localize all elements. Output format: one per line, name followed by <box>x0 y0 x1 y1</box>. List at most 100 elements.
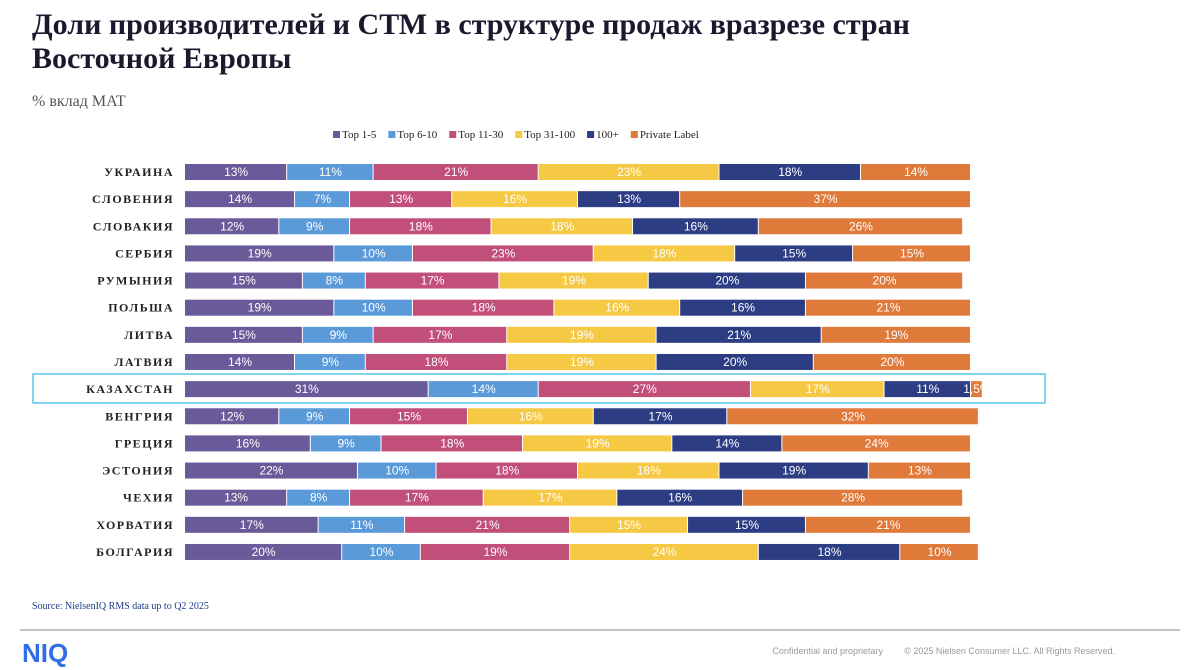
data-label: 11% <box>916 382 939 396</box>
data-label: 17% <box>240 518 264 532</box>
bar-segment <box>185 326 302 343</box>
data-label: 16% <box>503 192 527 206</box>
data-label: 19% <box>562 274 586 288</box>
data-label: 18% <box>472 301 496 315</box>
legend-swatch <box>333 131 340 138</box>
bar-segment <box>853 245 970 262</box>
chart: УКРАИНА 13% 11% 21% 23% 18% 14% СЛОВЕНИЯ 14% 7% 13… <box>86 129 991 560</box>
bar-segment <box>491 218 633 235</box>
data-label: 21% <box>727 328 751 342</box>
data-label: 19% <box>570 328 594 342</box>
bar-segment <box>727 408 978 425</box>
data-label: 20% <box>880 355 904 369</box>
bar-segment <box>185 489 287 506</box>
data-label: 17% <box>649 409 673 423</box>
bar-segment <box>365 272 499 289</box>
data-label: 37% <box>814 192 838 206</box>
bar-segment <box>452 191 577 208</box>
data-label: 10% <box>362 301 386 315</box>
data-label: 9% <box>306 409 324 423</box>
bar-segment <box>412 299 554 316</box>
data-label: 19% <box>586 436 610 450</box>
bar-segment <box>279 408 350 425</box>
data-label: 10% <box>369 545 393 559</box>
data-label: 19% <box>782 464 806 478</box>
data-label: 13% <box>224 491 248 505</box>
bar-segment <box>617 489 743 506</box>
bar-segment <box>185 381 428 398</box>
data-label: 9% <box>330 328 348 342</box>
data-label: 31% <box>295 382 319 396</box>
category-label: ЛАТВИЯ <box>114 355 174 369</box>
data-label: 8% <box>326 274 344 288</box>
data-label: 28% <box>841 491 865 505</box>
bar-segment <box>648 272 805 289</box>
bar-segment <box>185 245 334 262</box>
data-label: 14% <box>228 192 252 206</box>
highlight-box <box>32 373 1046 404</box>
category-label: СЛОВЕНИЯ <box>92 192 174 206</box>
data-label: 7% <box>314 192 332 206</box>
data-label: 16% <box>605 301 629 315</box>
category-label: СЛОВАКИЯ <box>93 219 174 233</box>
bar-segment <box>656 326 821 343</box>
category-label: УКРАИНА <box>104 165 174 179</box>
bar-segment <box>405 516 570 533</box>
bar-segment <box>680 299 805 316</box>
bar-segment <box>428 381 538 398</box>
data-label: 18% <box>495 464 519 478</box>
bar-segment <box>350 218 491 235</box>
category-label: РУМЫНИЯ <box>97 274 174 288</box>
source: Source: NielsenIQ RMS data up to Q2 2025 <box>32 601 209 612</box>
category-label: СЕРБИЯ <box>115 246 174 260</box>
bar-segment <box>805 516 970 533</box>
bar-segment <box>570 516 688 533</box>
bar-segment <box>758 218 963 235</box>
data-label: 19% <box>248 246 272 260</box>
logo: NIQ <box>22 638 68 668</box>
data-label: 21% <box>476 518 500 532</box>
data-label: 19% <box>248 301 272 315</box>
category-label: ГРЕЦИЯ <box>115 436 174 450</box>
bar-segment <box>805 272 963 289</box>
bar-segment <box>185 164 287 180</box>
bar-segment <box>185 218 279 235</box>
bar-segment <box>538 164 719 180</box>
bar-segment <box>185 353 295 370</box>
bar-segment <box>342 543 420 560</box>
bar-segment <box>295 353 365 370</box>
bar-segment <box>287 164 373 180</box>
bar-segment <box>185 272 302 289</box>
bar-segment <box>570 543 758 560</box>
data-label: 18% <box>440 436 464 450</box>
data-label: 13% <box>908 464 932 478</box>
bar-segment <box>522 435 672 452</box>
bar-segment <box>302 272 365 289</box>
data-label: 20% <box>252 545 276 559</box>
bar-segment <box>295 191 350 208</box>
data-label: 15% <box>617 518 641 532</box>
bar-segment <box>185 191 295 208</box>
data-label: 13% <box>617 192 641 206</box>
legend-swatch <box>449 131 457 138</box>
legend-swatch <box>388 131 396 138</box>
data-label: 19% <box>570 355 594 369</box>
data-label: 16% <box>519 409 543 423</box>
bar-segment <box>672 435 782 452</box>
subtitle: % вклад MAT <box>32 93 126 110</box>
legend-label: Top 11-30 <box>458 129 503 141</box>
bar-segment <box>412 245 593 262</box>
bar-segment <box>735 245 853 262</box>
legend-label: Top 31-100 <box>524 129 575 141</box>
data-label: 21% <box>876 301 900 315</box>
bar-segment <box>633 218 758 235</box>
bar-segment <box>436 462 577 479</box>
bar-segment <box>467 408 593 425</box>
data-label: 17% <box>421 274 445 288</box>
bar-segment <box>185 435 310 452</box>
bar-segment <box>310 435 381 452</box>
data-label: 19% <box>483 545 507 559</box>
bar-segment <box>821 326 970 343</box>
bar-segment <box>554 299 680 316</box>
bar-segment <box>185 516 318 533</box>
